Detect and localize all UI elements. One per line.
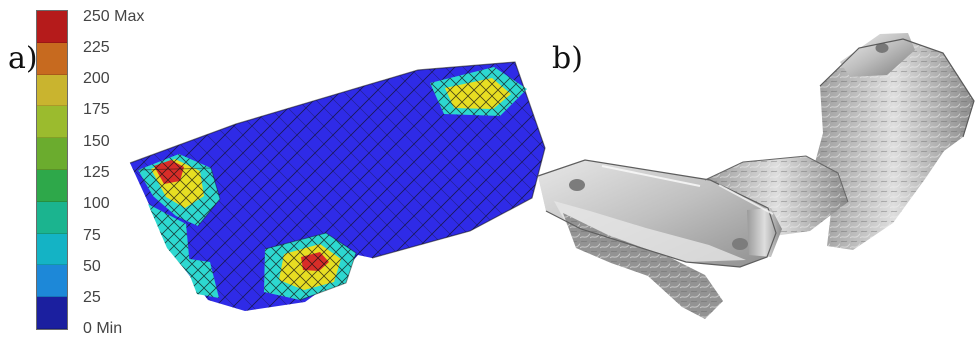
panel-b-label: b): [552, 41, 583, 76]
legend-label-200: 200: [83, 70, 110, 87]
legend-segment-50: [37, 233, 67, 266]
legend-segment-100: [37, 169, 67, 202]
legend-segment-25: [37, 265, 67, 298]
legend-label-75: 75: [83, 227, 101, 244]
legend-label-min: 0 Min: [83, 320, 123, 337]
legend-segment-150: [37, 106, 67, 139]
stress-legend: 250 Max 225 200 175 150 125 100 75 50 25…: [36, 8, 226, 337]
legend-segment-0: [37, 297, 67, 329]
legend-label-25: 25: [83, 289, 101, 306]
fea-mesh-illustration: [129, 61, 546, 311]
metal-bracket-render: [537, 33, 975, 319]
panel-b: b): [520, 0, 975, 338]
legend-label-50: 50: [83, 258, 101, 275]
legend-label-125: 125: [83, 164, 110, 181]
legend-segment-200: [37, 42, 67, 75]
legend-segment-125: [37, 138, 67, 170]
legend-label-150: 150: [83, 133, 110, 150]
legend-segment-75: [37, 201, 67, 234]
legend-label-175: 175: [83, 101, 110, 118]
legend-segment-225: [37, 11, 67, 43]
panel-a-label: a): [8, 41, 38, 76]
legend-label-225: 225: [83, 39, 110, 56]
legend-color-bar: [36, 10, 68, 330]
legend-label-max: 250 Max: [83, 8, 145, 25]
legend-label-100: 100: [83, 195, 110, 212]
legend-segment-175: [37, 74, 67, 107]
panel-a: a) 250 Max 225 200 175 150 125 100 75: [8, 8, 546, 337]
